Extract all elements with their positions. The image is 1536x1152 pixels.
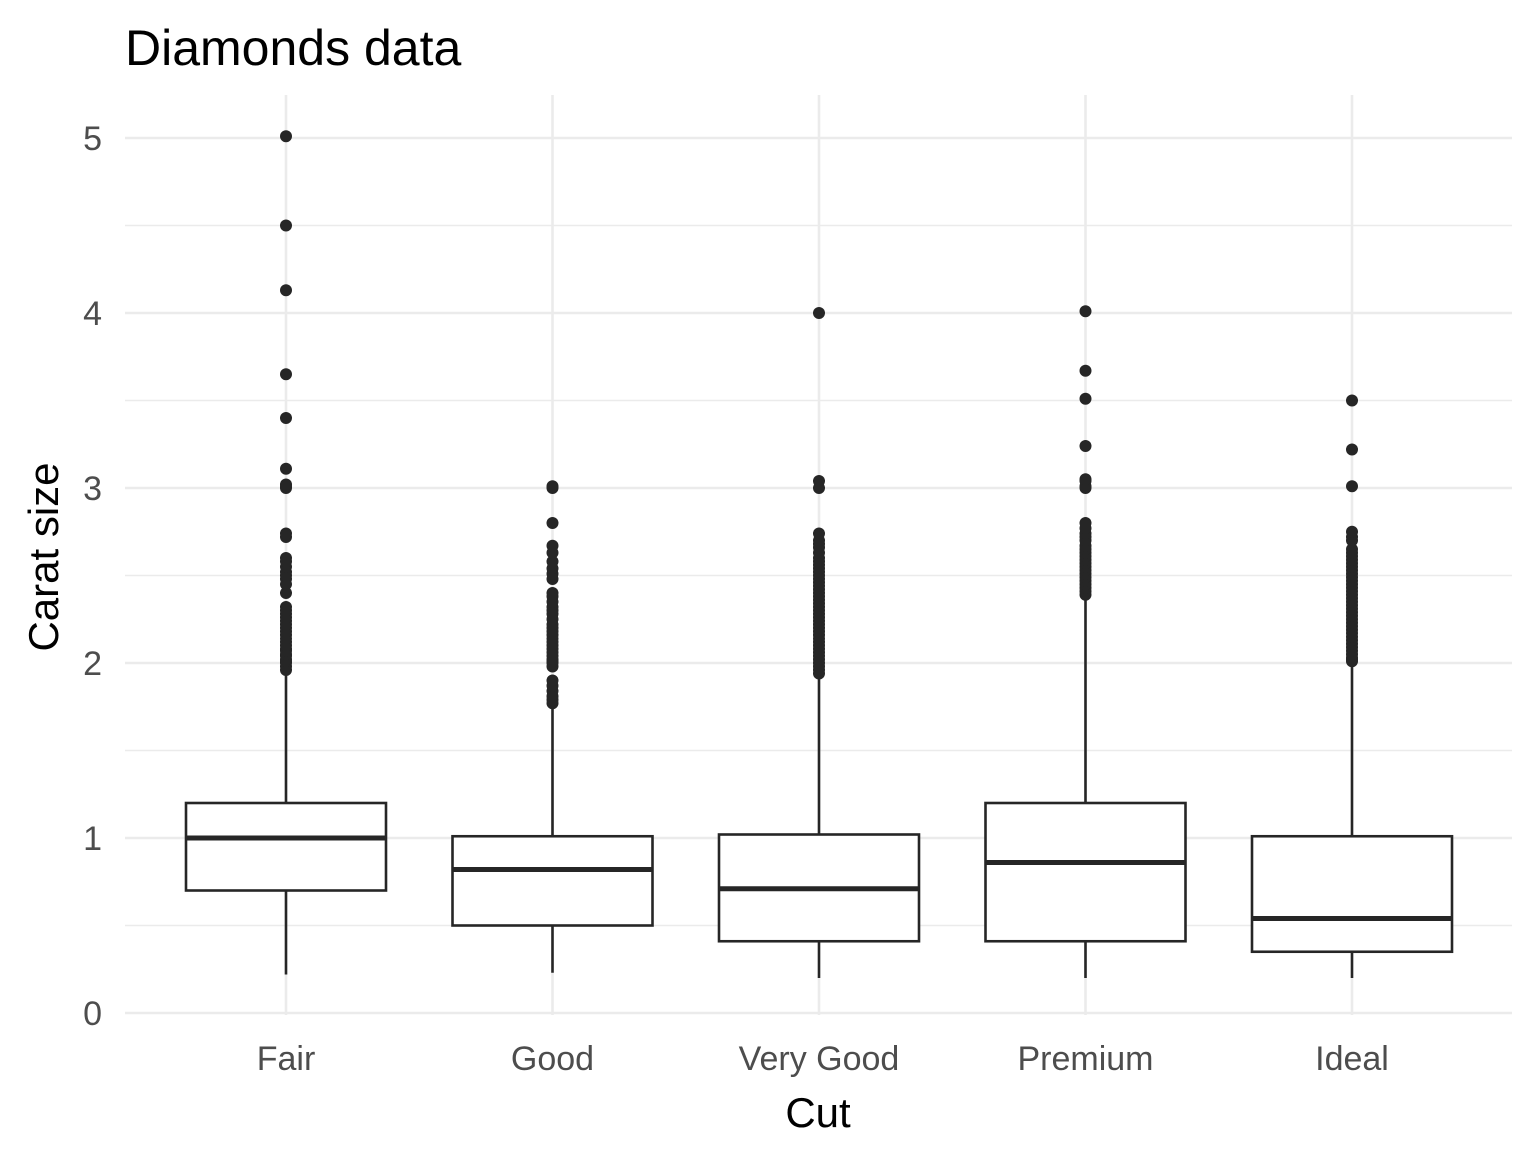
box-iqr: [451, 834, 654, 927]
outlier-point: [1079, 440, 1092, 452]
chart-title: Diamonds data: [125, 20, 461, 76]
box-iqr: [1250, 834, 1454, 954]
outlier-point: [813, 307, 825, 319]
outlier-point: [1346, 525, 1358, 538]
outlier-point: [1346, 480, 1358, 493]
x-axis-title: Cut: [785, 1089, 851, 1136]
outlier-point: [280, 219, 292, 232]
outlier-point: [1346, 443, 1358, 456]
outlier-point: [546, 517, 559, 529]
outlier-point: [280, 601, 292, 613]
outlier-point: [546, 555, 559, 568]
y-tick-label: 2: [83, 645, 102, 683]
x-tick-label: Ideal: [1315, 1040, 1389, 1078]
outlier-point: [280, 552, 292, 564]
box-good: [451, 480, 654, 973]
y-tick-label: 1: [83, 820, 102, 858]
outlier-point: [280, 462, 292, 475]
y-tick-label: 0: [83, 995, 102, 1033]
outlier-point: [280, 284, 292, 297]
x-axis-ticks: Fair Good Very Good Premium Ideal: [257, 1040, 1389, 1078]
outlier-point: [546, 674, 559, 687]
y-axis-title: Carat size: [20, 462, 67, 651]
outlier-point: [280, 412, 292, 424]
outlier-point: [1079, 392, 1092, 405]
x-tick-label: Fair: [257, 1040, 316, 1078]
y-tick-label: 3: [83, 470, 102, 508]
x-tick-label: Good: [511, 1040, 594, 1078]
box-very-good: [717, 307, 921, 978]
outlier-point: [280, 130, 292, 143]
x-tick-label: Very Good: [739, 1040, 900, 1078]
boxes: [184, 130, 1454, 978]
outlier-point: [1079, 305, 1092, 318]
outlier-point: [813, 475, 825, 487]
outlier-point: [280, 478, 292, 491]
box-fair: [184, 130, 388, 975]
x-tick-label: Premium: [1017, 1040, 1153, 1078]
outlier-point: [1079, 364, 1092, 377]
outlier-point: [1079, 473, 1092, 486]
box-ideal: [1250, 394, 1454, 978]
box-iqr: [984, 801, 1187, 943]
outlier-point: [546, 480, 559, 493]
outlier-point: [546, 587, 559, 599]
y-tick-label: 5: [83, 120, 102, 158]
box-premium: [984, 305, 1187, 978]
outlier-point: [280, 368, 292, 381]
outlier-point: [1346, 394, 1358, 407]
outlier-point: [1346, 543, 1358, 556]
outlier-point: [1079, 517, 1092, 529]
box-iqr: [184, 801, 388, 892]
outlier-point: [813, 527, 825, 540]
outlier-point: [280, 527, 292, 540]
y-axis-ticks: 0 1 2 3 4 5: [83, 120, 102, 1033]
outlier-point: [280, 587, 292, 599]
y-tick-label: 4: [83, 295, 102, 333]
outlier-point: [546, 539, 559, 552]
